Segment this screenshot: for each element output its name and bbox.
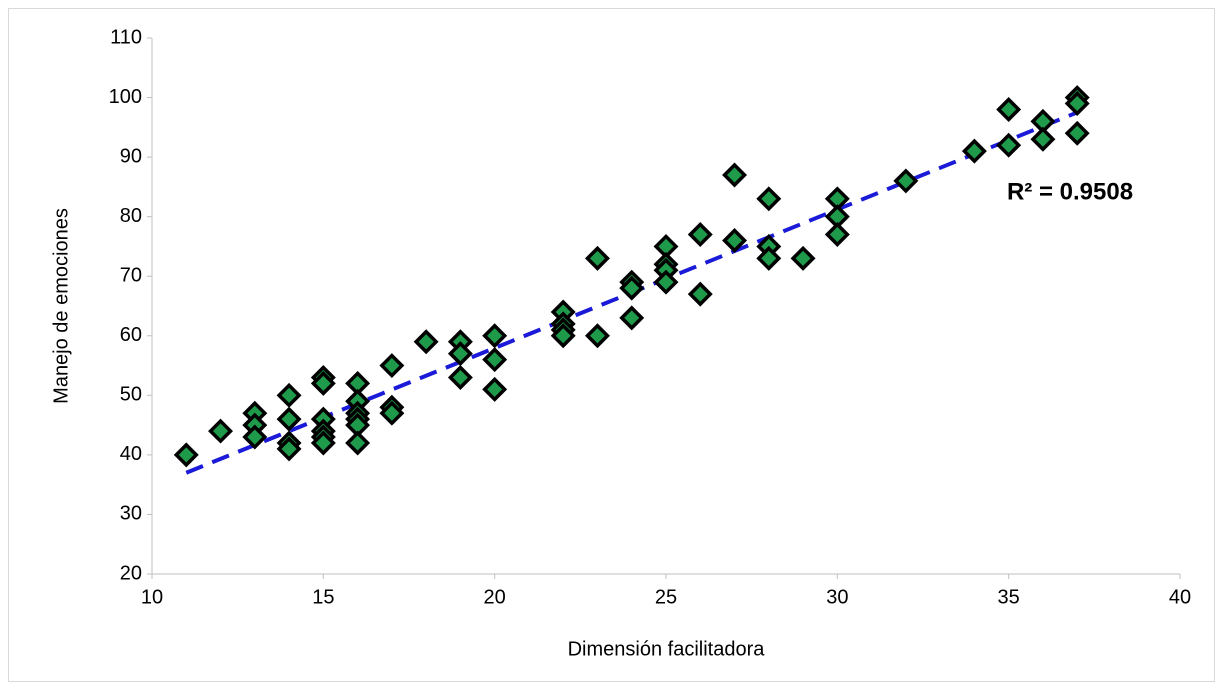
- point: [619, 275, 645, 301]
- point: [687, 281, 713, 307]
- x-tick-label: 35: [998, 586, 1020, 608]
- point: [345, 430, 371, 456]
- point: [276, 382, 302, 408]
- x-axis-title: Dimensión facilitadora: [568, 638, 766, 660]
- y-tick-label: 20: [120, 562, 142, 584]
- r-squared: R² = 0.9508: [1007, 178, 1133, 205]
- y-axis-title: Manejo de emociones: [50, 208, 72, 404]
- point: [687, 222, 713, 248]
- point: [996, 132, 1022, 158]
- x-tick-label: 30: [826, 586, 848, 608]
- x-tick-label: 10: [141, 586, 163, 608]
- y-tick-label: 60: [120, 324, 142, 346]
- point: [756, 245, 782, 271]
- point: [619, 305, 645, 331]
- point: [310, 370, 336, 396]
- y-tick-label: 90: [120, 145, 142, 167]
- y-tick-label: 50: [120, 384, 142, 406]
- y-tick-label: 100: [109, 86, 142, 108]
- point: [653, 269, 679, 295]
- y-tick-label: 70: [120, 265, 142, 287]
- point: [584, 245, 610, 271]
- point: [242, 424, 268, 450]
- point: [824, 222, 850, 248]
- point: [722, 162, 748, 188]
- point: [961, 138, 987, 164]
- point: [756, 186, 782, 212]
- x-tick-label: 15: [312, 586, 334, 608]
- point: [893, 168, 919, 194]
- y-tick-label: 30: [120, 503, 142, 525]
- point: [1030, 126, 1056, 152]
- point: [173, 442, 199, 468]
- y-tick-label: 40: [120, 443, 142, 465]
- point: [1064, 120, 1090, 146]
- point: [276, 406, 302, 432]
- point: [584, 323, 610, 349]
- y-tick-label: 80: [120, 205, 142, 227]
- point: [482, 376, 508, 402]
- point: [379, 353, 405, 379]
- point: [996, 96, 1022, 122]
- point: [790, 245, 816, 271]
- point: [722, 228, 748, 253]
- point: [482, 347, 508, 373]
- point: [447, 341, 473, 367]
- y-tick-label: 110: [110, 26, 142, 48]
- x-tick-label: 25: [655, 586, 677, 608]
- x-tick-label: 40: [1169, 586, 1191, 608]
- point: [310, 430, 336, 456]
- x-tick-label: 20: [484, 586, 506, 608]
- point: [447, 364, 473, 390]
- chart-frame: [8, 8, 1215, 682]
- point: [276, 436, 302, 462]
- point: [208, 418, 234, 444]
- point: [413, 329, 439, 355]
- point: [1064, 91, 1090, 116]
- point: [379, 400, 405, 426]
- point: [550, 323, 576, 349]
- point: [482, 323, 508, 349]
